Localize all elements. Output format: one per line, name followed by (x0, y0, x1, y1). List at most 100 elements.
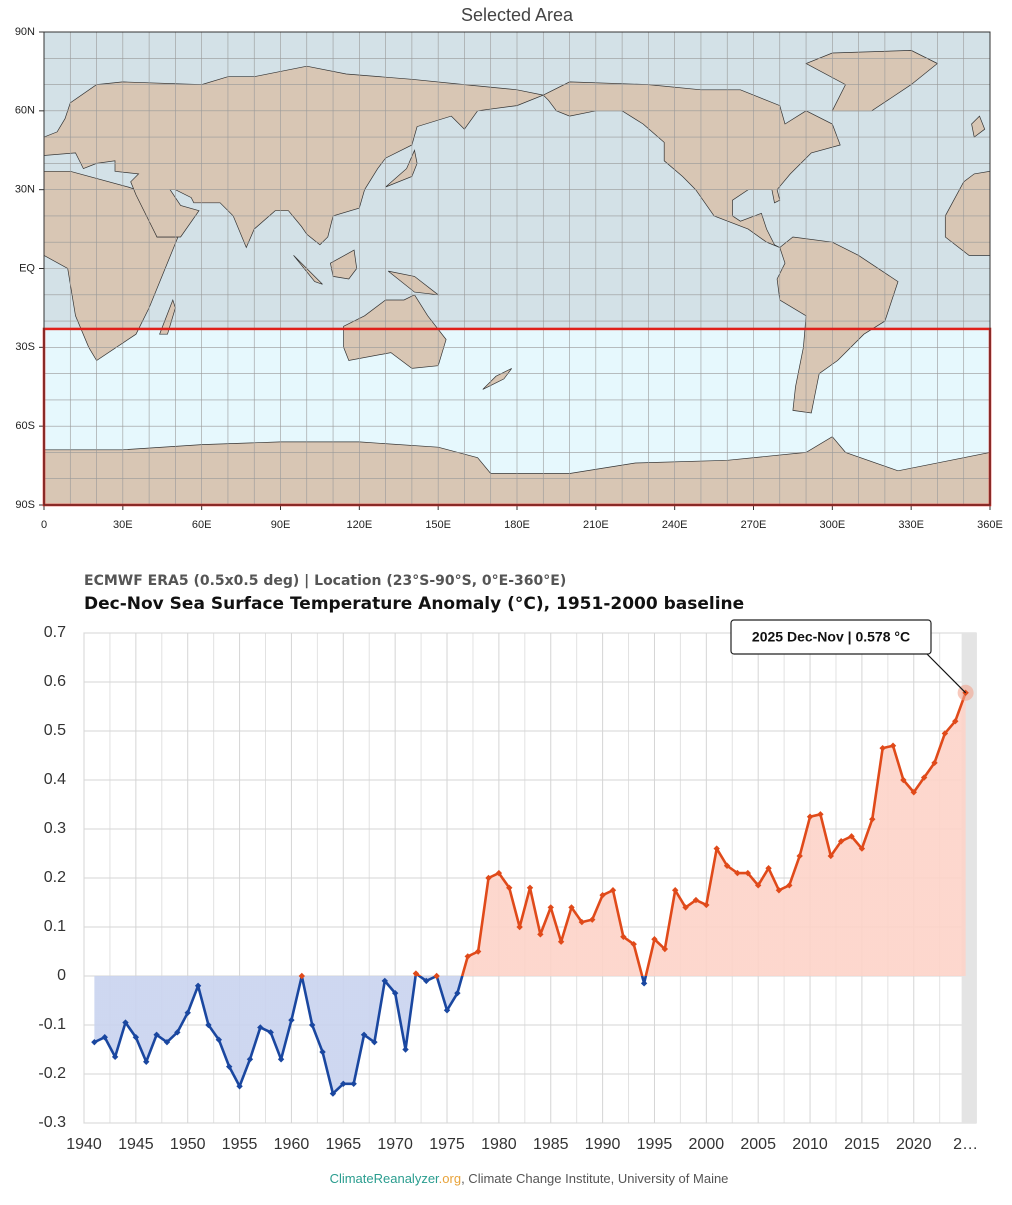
y-tick-label: 30N (15, 184, 35, 196)
point (257, 1024, 264, 1031)
x-tick-label: 1960 (274, 1136, 310, 1153)
point (941, 730, 949, 737)
x-tick-label: 60E (192, 519, 212, 531)
point (267, 1029, 274, 1036)
point (143, 1058, 150, 1065)
point (661, 945, 669, 953)
point (360, 1031, 368, 1038)
point (381, 977, 388, 985)
point (858, 845, 866, 852)
x-tick-label: 1945 (118, 1136, 154, 1153)
point (599, 891, 606, 899)
point (754, 882, 762, 889)
x-tick-label: 270E (741, 519, 767, 531)
point (153, 1031, 160, 1038)
annotation-box (730, 619, 932, 655)
point (205, 1021, 212, 1029)
x-tick-label: 300E (819, 519, 845, 531)
point (879, 744, 886, 752)
point (796, 852, 803, 860)
point (765, 865, 772, 872)
y-tick-label: 30S (15, 341, 35, 353)
point (806, 813, 814, 820)
point (557, 938, 565, 945)
point (723, 862, 731, 869)
x-tick-label: 2… (953, 1136, 978, 1153)
point (485, 874, 492, 882)
point (817, 811, 824, 818)
point (526, 884, 534, 891)
point (371, 1038, 378, 1046)
footer-site: ClimateReanalyzer (330, 1171, 440, 1186)
x-tick-label: 180E (504, 519, 530, 531)
x-tick-label: 30E (113, 519, 133, 531)
x-tick-label: 90E (271, 519, 291, 531)
x-tick-label: 1985 (533, 1136, 569, 1153)
point (775, 887, 783, 894)
x-tick-label: 1965 (326, 1136, 362, 1153)
x-tick-label: 2000 (689, 1136, 725, 1153)
point (454, 989, 461, 997)
point (174, 1029, 181, 1036)
x-tick-label: 210E (583, 519, 609, 531)
footer-rest: , Climate Change Institute, University o… (461, 1171, 728, 1186)
point (713, 845, 720, 852)
point (506, 884, 513, 891)
y-tick-label: 60S (15, 420, 35, 432)
point (609, 887, 617, 894)
x-tick-label: 2005 (740, 1136, 776, 1153)
x-tick-label: 330E (898, 519, 924, 531)
point (848, 833, 855, 840)
point (132, 1034, 140, 1041)
point (412, 970, 420, 977)
x-tick-label: 2015 (844, 1136, 880, 1153)
point (682, 904, 689, 911)
x-tick-label: 1950 (170, 1136, 206, 1153)
chart-title: Dec-Nov Sea Surface Temperature Anomaly … (84, 594, 744, 614)
x-tick-label: 1995 (637, 1136, 673, 1153)
point (651, 936, 658, 943)
point (391, 989, 399, 997)
point (111, 1053, 119, 1061)
point (703, 901, 710, 909)
point (340, 1080, 347, 1087)
point (298, 972, 306, 980)
land (385, 149, 418, 188)
point (931, 759, 938, 767)
point (236, 1083, 243, 1090)
point (184, 1009, 191, 1016)
x-tick-label: 240E (662, 519, 688, 531)
point (516, 923, 523, 931)
point (537, 931, 544, 938)
x-tick-label: 120E (346, 519, 372, 531)
point (910, 789, 917, 796)
point (402, 1046, 409, 1053)
land (330, 249, 358, 280)
point (101, 1034, 108, 1041)
point (91, 1038, 98, 1046)
point (744, 869, 752, 877)
point (952, 718, 959, 725)
map-frame (43, 31, 991, 506)
point (226, 1063, 233, 1070)
point (900, 776, 907, 784)
land (944, 170, 991, 256)
point (568, 904, 575, 911)
y-tick-label: 0.3 (44, 820, 66, 837)
x-tick-label: 1975 (429, 1136, 465, 1153)
point (308, 1021, 316, 1029)
point (889, 742, 897, 749)
point (122, 1019, 129, 1026)
y-tick-label: -0.2 (38, 1065, 66, 1082)
point (640, 980, 648, 987)
point (589, 916, 596, 923)
point (433, 972, 440, 980)
y-tick-label: 0.7 (44, 624, 66, 641)
point (495, 869, 503, 877)
point (578, 918, 586, 926)
annotation-leader (926, 653, 967, 694)
x-tick-label: 1990 (585, 1136, 621, 1153)
point (464, 953, 471, 960)
x-tick-label: 0 (41, 519, 47, 531)
